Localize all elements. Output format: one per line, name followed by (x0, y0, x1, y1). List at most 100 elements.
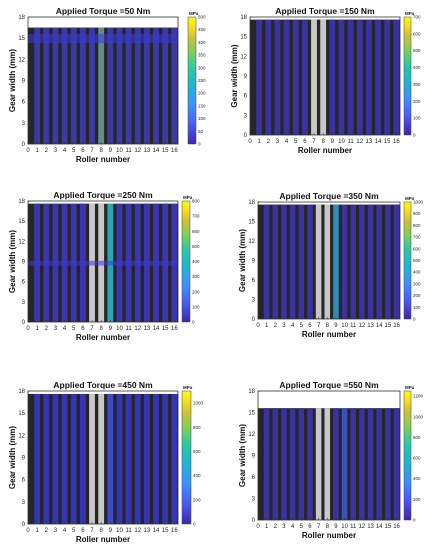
roller-stripe-10 (338, 19, 345, 135)
x-tick-label: 2 (267, 139, 271, 145)
x-tick-label: 13 (367, 323, 374, 329)
colorbar-tick-label: 300 (413, 281, 421, 286)
colorbar-tick-label: 600 (193, 449, 201, 454)
colorbar-tick-label: 0 (198, 142, 201, 147)
roller-stripe-16 (393, 204, 400, 319)
x-tick-label: 0 (26, 528, 30, 534)
y-tick-label: 18 (240, 15, 247, 21)
x-tick-label: 5 (72, 528, 76, 534)
roller-stripe-5 (298, 408, 305, 520)
x-tick-label: 15 (162, 528, 169, 534)
y-tick-label: 6 (22, 100, 26, 106)
x-tick-label: 2 (274, 323, 278, 329)
colorbar-unit-label: MPa (183, 195, 193, 200)
colorbar-tick-label: 700 (413, 235, 421, 240)
x-tick-label: 3 (54, 148, 58, 154)
roller-stripe-2 (265, 19, 272, 135)
y-tick-label: 12 (18, 57, 25, 63)
x-tick-label: 10 (341, 524, 348, 530)
roller-stripe-4 (61, 393, 68, 524)
roller-stripe-1 (263, 408, 270, 520)
x-tick-label: 7 (90, 148, 94, 154)
roller-stripe-12 (134, 27, 141, 144)
y-tick-label: 15 (18, 36, 25, 42)
y-tick-label: 15 (248, 411, 255, 417)
roller-stripe-1 (256, 19, 263, 135)
roller-stripe-10 (116, 393, 123, 524)
x-tick-label: 3 (54, 528, 58, 534)
roller-stripe-5 (70, 393, 77, 524)
y-tick-label: 0 (252, 518, 256, 524)
roller-stripe-8 (324, 204, 331, 319)
x-tick-label: 1 (35, 528, 39, 534)
x-tick-label: 11 (125, 528, 132, 534)
roller-stripe-2 (272, 204, 279, 319)
x-tick-label: 14 (153, 326, 160, 332)
x-tick-label: 15 (385, 524, 392, 530)
roller-stripe-5 (292, 19, 299, 135)
colorbar-tick-label: 100 (198, 116, 206, 121)
roller-stripe-10 (341, 408, 348, 520)
y-tick-label: 18 (18, 389, 25, 395)
x-tick-label: 5 (72, 148, 76, 154)
colorbar (187, 16, 197, 145)
x-tick-label: 8 (321, 139, 325, 145)
x-tick-label: 16 (393, 323, 400, 329)
chart-panel-3: 0 1 2 3 4 5 6 7 8 9 10 11 12 13 14 15 160369121518Applie… (8, 190, 200, 342)
y-tick-label: 3 (252, 298, 256, 304)
x-tick-label: 6 (81, 148, 85, 154)
y-tick-label: 3 (22, 500, 26, 506)
chart-panel-5: 0 1 2 3 4 5 6 7 8 9 10 11 12 13 14 15 160369121518Applie… (8, 380, 204, 544)
roller-stripe-4 (283, 19, 290, 135)
y-tick-label: 0 (252, 317, 256, 323)
colorbar-tick-label: 400 (413, 65, 421, 70)
y-tick-label: 9 (252, 259, 256, 265)
roller-stripe-6 (307, 204, 313, 319)
x-tick-label: 11 (350, 323, 357, 329)
roller-stripe-6 (301, 19, 308, 135)
x-tick-label: 4 (291, 323, 295, 329)
x-tick-label: 12 (134, 528, 141, 534)
colorbar-tick-label: 400 (192, 259, 200, 264)
roller-stripe-1 (34, 27, 41, 144)
roller-stripe-14 (375, 19, 381, 135)
x-tick-label: 4 (63, 528, 67, 534)
x-tick-label: 16 (171, 326, 178, 332)
x-tick-label: 11 (350, 524, 357, 530)
roller-stripe-8 (320, 19, 327, 135)
x-tick-label: 7 (317, 524, 321, 530)
x-tick-label: 11 (125, 326, 132, 332)
x-tick-label: 16 (393, 524, 400, 530)
x-tick-label: 1 (257, 139, 261, 145)
x-tick-label: 11 (125, 148, 132, 154)
x-tick-label: 8 (99, 148, 103, 154)
x-tick-label: 5 (300, 323, 304, 329)
x-tick-label: 13 (144, 148, 151, 154)
roller-stripe-2 (43, 27, 50, 144)
x-tick-label: 4 (291, 524, 295, 530)
x-tick-label: 16 (171, 528, 178, 534)
roller-stripe-5 (70, 27, 77, 144)
y-tick-label: 6 (244, 94, 248, 100)
x-tick-label: 6 (308, 524, 312, 530)
colorbar-tick-label: 50 (198, 129, 204, 134)
colorbar-tick-label: 0 (193, 522, 196, 527)
roller-stripe-4 (61, 27, 68, 144)
colorbar-tick-label: 200 (413, 497, 421, 502)
colorbar-tick-label: 150 (198, 103, 206, 108)
x-tick-label: 9 (331, 139, 335, 145)
y-tick-label: 6 (22, 478, 26, 484)
roller-stripe-4 (289, 408, 296, 520)
roller-stripe-9 (333, 408, 339, 520)
colorbar-tick-label: 800 (192, 199, 200, 204)
y-tick-label: 0 (22, 320, 26, 326)
roller-stripe-5 (298, 204, 305, 319)
x-tick-label: 7 (90, 326, 94, 332)
x-tick-label: 8 (326, 323, 330, 329)
roller-stripe-1 (263, 204, 270, 319)
x-tick-label: 1 (265, 524, 269, 530)
x-axis-label: Roller number (302, 531, 356, 540)
roller-stripe-7 (311, 19, 317, 135)
x-tick-label: 4 (285, 139, 289, 145)
y-tick-label: 15 (18, 411, 25, 417)
